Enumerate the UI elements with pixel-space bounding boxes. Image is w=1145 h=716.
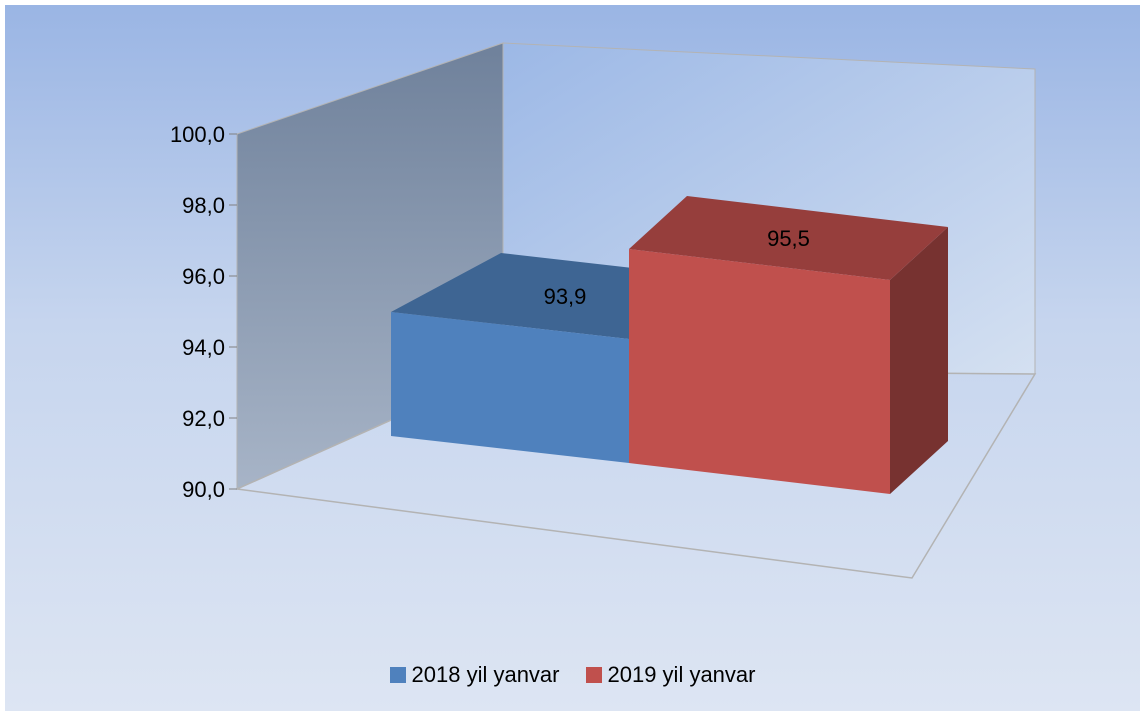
bar-side-face [890, 227, 948, 494]
bar-front-face [391, 312, 629, 463]
bar-top-face [629, 196, 948, 280]
legend: 2018 yil yanvar 2019 yil yanvar [0, 662, 1145, 688]
legend-label: 2019 yil yanvar [607, 662, 756, 687]
y-tick-label: 98,0 [182, 193, 225, 218]
legend-swatch [585, 667, 602, 683]
legend-swatch [389, 667, 406, 683]
y-tick-label: 92,0 [182, 406, 225, 431]
legend-item-1: 2018 yil yanvar [389, 662, 560, 688]
y-tick-label: 96,0 [182, 264, 225, 289]
data-label-2: 95,5 [767, 226, 810, 251]
legend-label: 2018 yil yanvar [411, 662, 560, 687]
y-tick-label: 94,0 [182, 335, 225, 360]
bar-front-face [629, 249, 890, 494]
y-tick-label: 100,0 [170, 122, 225, 147]
data-label-1: 93,9 [544, 284, 587, 309]
data-labels: 93,9 95,5 [544, 226, 810, 309]
y-tick-label: 90,0 [182, 477, 225, 502]
bar-2 [629, 196, 948, 494]
y-axis-ticks: 90,0 92,0 94,0 96,0 98,0 100,0 [170, 122, 237, 502]
chart-bars [391, 196, 948, 494]
legend-item-2: 2019 yil yanvar [585, 662, 756, 688]
